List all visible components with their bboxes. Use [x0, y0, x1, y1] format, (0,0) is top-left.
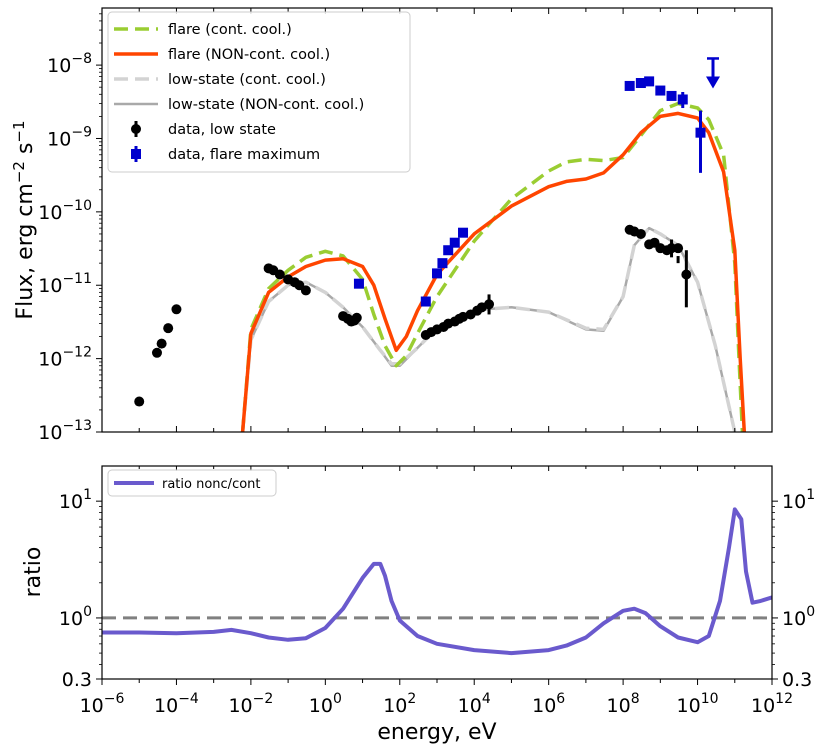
x-tick-label: 104	[458, 691, 491, 717]
data-point-data-low-state	[673, 243, 684, 254]
ratio-legend: ratio nonc/cont	[107, 469, 277, 497]
legend-label: data, low state	[168, 122, 276, 138]
ratio-series-group	[102, 507, 772, 656]
data-point-data-flare-maximum	[655, 85, 666, 96]
flux-series-group	[134, 57, 747, 432]
flux-y-tick-label: 10−13	[38, 418, 92, 444]
flux-y-tick-label: 10−9	[47, 124, 92, 150]
data-point-data-low-state	[171, 304, 182, 315]
ratio-y-tick-label-right: 100	[782, 604, 815, 630]
data-point-data-low-state	[163, 323, 174, 334]
x-tick-label: 10−2	[228, 691, 273, 717]
legend-marker-circle	[131, 124, 141, 134]
legend-entry-low-state-non-cont-cool: low-state (NON-cont. cool.)	[114, 97, 364, 113]
flux-legend-box	[107, 11, 411, 173]
x-tick-label: 1010	[677, 691, 719, 717]
data-point-data-flare-maximum	[420, 296, 431, 307]
x-tick-label: 108	[607, 691, 640, 717]
flux-panel: 10−13 10−12 10−11 10−10 10−9 10−8 Flux, erg c…	[10, 7, 773, 444]
x-tick-label: 100	[309, 691, 342, 717]
data-point-data-low-state	[681, 269, 692, 280]
ratio-y-tick-label: 101	[59, 487, 92, 513]
data-point-data-flare-maximum	[449, 237, 460, 248]
legend-entry-data-flare-maximum: data, flare maximum	[131, 146, 320, 163]
series-line-low-state-non-cont-cool	[241, 226, 737, 432]
x-tick-label: 106	[532, 691, 565, 717]
data-point-data-low-state	[274, 269, 285, 280]
upper-limit-arrowhead	[706, 76, 721, 89]
x-tick-label: 102	[383, 691, 416, 717]
data-point-data-flare-maximum	[624, 80, 635, 91]
data-point-data-flare-maximum	[458, 227, 469, 238]
data-point-data-low-state	[635, 228, 646, 239]
x-tick-label: 10−4	[154, 691, 199, 717]
data-point-data-low-state	[300, 285, 311, 296]
data-point-data-low-state	[351, 312, 362, 323]
ratio-y-tick-label-right: 0.3	[782, 669, 812, 691]
legend-entry-low-state-cont-cool: low-state (cont. cool.)	[114, 72, 326, 88]
x-axis-label: energy, eV	[377, 720, 496, 745]
data-point-data-flare-maximum	[695, 127, 706, 138]
flux-y-axis-label: Flux, erg cm−2 s−1	[10, 120, 38, 319]
ratio-y-axis-label: ratio	[21, 547, 46, 598]
flux-y-tick-label: 10−12	[38, 345, 92, 371]
data-point-data-low-state	[151, 347, 162, 358]
ratio-plot-frame	[101, 465, 773, 680]
legend-entry-data-low-state: data, low state	[131, 121, 276, 138]
data-point-data-flare-maximum	[635, 78, 646, 89]
data-point-data-flare-maximum	[677, 94, 688, 105]
data-point-data-low-state	[458, 311, 469, 322]
ratio-y-tick-label-right: 101	[782, 487, 815, 513]
data-point-data-flare-maximum	[443, 245, 454, 256]
legend-entry-ratio-nonc-cont: ratio nonc/cont	[114, 477, 261, 492]
flux-y-tick-label: 10−11	[38, 271, 92, 297]
data-point-data-low-state	[484, 299, 495, 310]
legend-marker-square	[131, 149, 141, 159]
data-point-data-flare-maximum	[437, 258, 448, 269]
legend-entry-flare-cont-cool: flare (cont. cool.)	[114, 22, 292, 38]
x-tick-label: 1012	[751, 691, 793, 717]
data-point-data-low-state	[134, 396, 145, 407]
legend-entry-flare-non-cont-cool: flare (NON-cont. cool.)	[114, 47, 330, 63]
flux-y-tick-label: 10−8	[47, 51, 92, 77]
legend-label: flare (cont. cool.)	[168, 22, 292, 38]
series-line-low-state-cont-cool	[240, 226, 737, 432]
legend-label: ratio nonc/cont	[162, 477, 261, 492]
data-point-data-flare-maximum	[644, 76, 655, 87]
ratio-y-tick-label: 0.3	[62, 669, 92, 691]
legend-label: flare (NON-cont. cool.)	[168, 47, 330, 63]
data-point-data-low-state	[156, 338, 167, 349]
flux-legend: flare (cont. cool.) flare (NON-cont. cool…	[107, 11, 411, 173]
series-line-ratio-nonc-cont	[102, 507, 772, 656]
flux-y-tick-label: 10−10	[38, 198, 92, 224]
x-tick-label: 10−6	[80, 691, 125, 717]
legend-label: data, flare maximum	[168, 147, 320, 163]
data-point-data-flare-maximum	[353, 278, 364, 289]
legend-label: low-state (cont. cool.)	[168, 72, 326, 88]
data-point-data-flare-maximum	[432, 268, 442, 279]
data-point-data-flare-maximum	[666, 90, 677, 101]
ratio-y-tick-label: 100	[59, 604, 92, 630]
legend-label: low-state (NON-cont. cool.)	[168, 97, 364, 113]
ratio-legend-box	[107, 469, 277, 497]
